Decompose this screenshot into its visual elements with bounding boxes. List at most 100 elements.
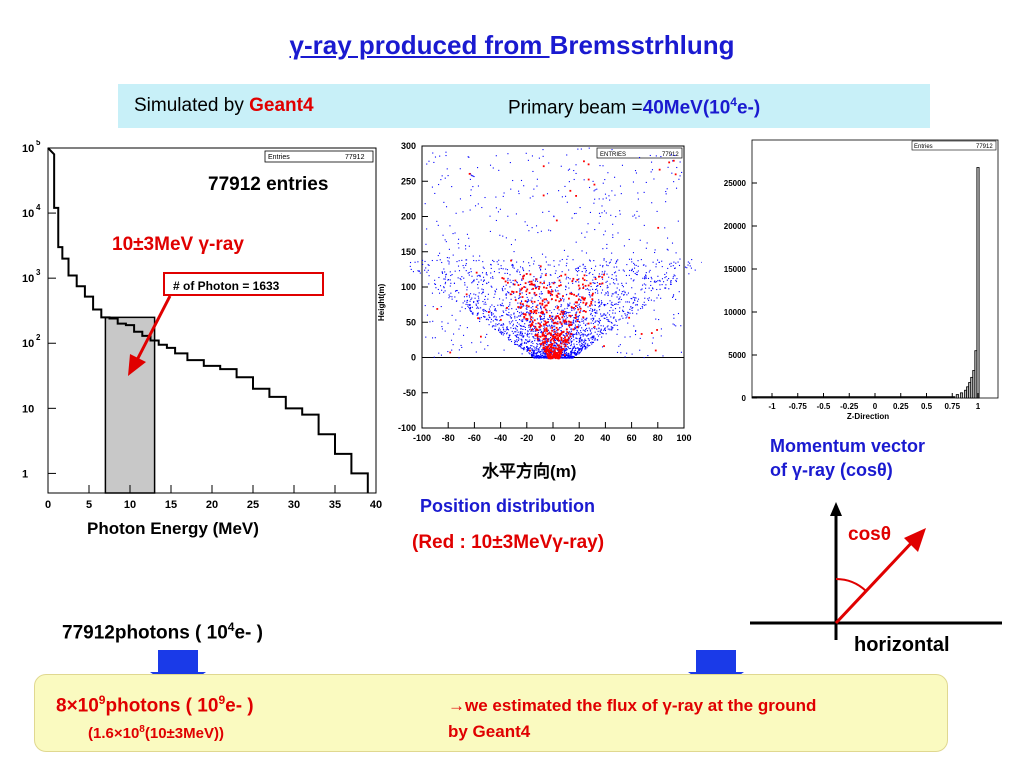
plot2-point-blue [452, 254, 454, 256]
plot2-point-blue [610, 321, 612, 323]
plot2-point-blue [449, 285, 451, 287]
plot2-point-blue [460, 344, 462, 346]
plot2-point-red [554, 333, 557, 335]
plot2-point-blue [444, 281, 447, 283]
plot2-point-red [556, 328, 559, 331]
plot2-point-red [543, 341, 546, 344]
plot2-point-blue [534, 356, 536, 359]
plot2-point-blue [622, 317, 624, 319]
plot2-point-blue [522, 347, 524, 349]
plot2-point-blue [614, 292, 616, 294]
plot2-point-blue [598, 328, 600, 330]
plot2-point-blue [572, 351, 574, 353]
plot2-point-blue [550, 336, 552, 339]
plot2-point-blue [587, 344, 589, 347]
plot2-point-blue [533, 293, 535, 295]
plot2-point-red [585, 302, 588, 305]
plot2-point-blue [563, 298, 565, 300]
plot2-point-red [477, 317, 479, 320]
plot2-point-blue [517, 339, 520, 341]
plot2-point-blue [563, 312, 565, 314]
plot2-point-blue [598, 321, 600, 323]
plot2-point-blue [531, 355, 534, 357]
plot2-point-blue [621, 284, 623, 286]
plot2-point-blue [568, 181, 570, 183]
plot2-point-blue [546, 341, 548, 343]
plot2-point-blue [576, 340, 578, 343]
plot2-point-blue [554, 349, 556, 351]
plot2-point-red [475, 271, 478, 274]
plot2-point-blue [537, 351, 539, 353]
plot2-point-red [528, 292, 531, 294]
plot2-point-blue [585, 269, 587, 272]
plot2-point-blue [498, 259, 500, 261]
plot2-point-blue [583, 341, 585, 344]
plot2-point-blue [601, 205, 603, 207]
plot2-point-red [546, 330, 548, 333]
plot2-point-blue [559, 293, 561, 295]
plot2-point-blue [606, 316, 608, 318]
plot2-point-blue [594, 311, 596, 314]
plot2-point-blue [559, 322, 561, 324]
plot2-point-blue [544, 326, 546, 328]
plot2-point-blue [487, 345, 489, 347]
plot2-point-red [575, 316, 577, 319]
plot2-point-red [559, 351, 562, 354]
plot2-point-blue [444, 271, 446, 273]
plot2-point-red [558, 279, 561, 282]
plot2-point-blue [641, 305, 643, 308]
plot2-point-blue [611, 190, 613, 192]
plot2-point-blue [437, 288, 439, 291]
plot2-point-blue [559, 357, 561, 359]
plot2-point-blue [468, 296, 471, 298]
plot2-point-blue [586, 347, 588, 349]
plot2-point-red [550, 333, 553, 336]
plot2-point-blue [650, 280, 652, 283]
plot2-point-blue [434, 156, 437, 158]
plot2-point-red [558, 300, 561, 303]
plot2-point-blue [554, 282, 556, 284]
plot2-point-red [552, 319, 555, 322]
plot2-point-red [591, 298, 594, 301]
plot2-point-blue [567, 304, 569, 306]
plot2-point-blue [527, 330, 529, 332]
plot2-point-blue [578, 349, 580, 351]
plot2-point-blue [501, 304, 503, 306]
plot2-point-blue [512, 266, 514, 268]
plot2-point-red [579, 307, 582, 310]
plot2-point-blue [594, 331, 596, 333]
plot2-point-red [578, 298, 580, 301]
plot2-point-blue [622, 310, 624, 312]
plot2-point-blue [610, 326, 612, 328]
plot2-point-blue [533, 351, 535, 353]
plot2-point-blue [541, 318, 543, 320]
plot2-point-blue [630, 278, 632, 280]
angle-diagram [750, 502, 1002, 640]
plot2-point-blue [573, 319, 575, 321]
plot2-point-red [541, 300, 544, 302]
plot1-x-tick-label: 5 [86, 499, 92, 511]
plot2-point-blue [627, 301, 629, 303]
plot2-point-blue [527, 298, 529, 300]
plot2-point-blue [472, 312, 474, 314]
plot2-point-blue [533, 350, 535, 352]
plot2-point-blue [568, 357, 570, 359]
plot2-point-blue [573, 169, 575, 172]
plot2-point-blue [620, 298, 622, 301]
plot2-point-blue [514, 317, 516, 319]
plot2-point-blue [568, 269, 570, 271]
plot2-point-red [533, 311, 536, 314]
plot2-point-blue [576, 311, 578, 313]
plot2-point-red [558, 316, 560, 319]
plot2-point-blue [584, 348, 586, 350]
plot2-point-blue [536, 351, 538, 354]
plot2-point-blue [579, 299, 581, 301]
plot2-point-blue [524, 341, 526, 343]
plot2-point-blue [505, 293, 508, 295]
plot2-point-blue [651, 202, 653, 204]
plot2-point-blue [608, 195, 610, 197]
plot2-point-red [556, 334, 559, 337]
plot2-point-blue [521, 320, 523, 323]
plot2-point-blue [634, 297, 636, 299]
plot2-point-blue [570, 344, 572, 346]
